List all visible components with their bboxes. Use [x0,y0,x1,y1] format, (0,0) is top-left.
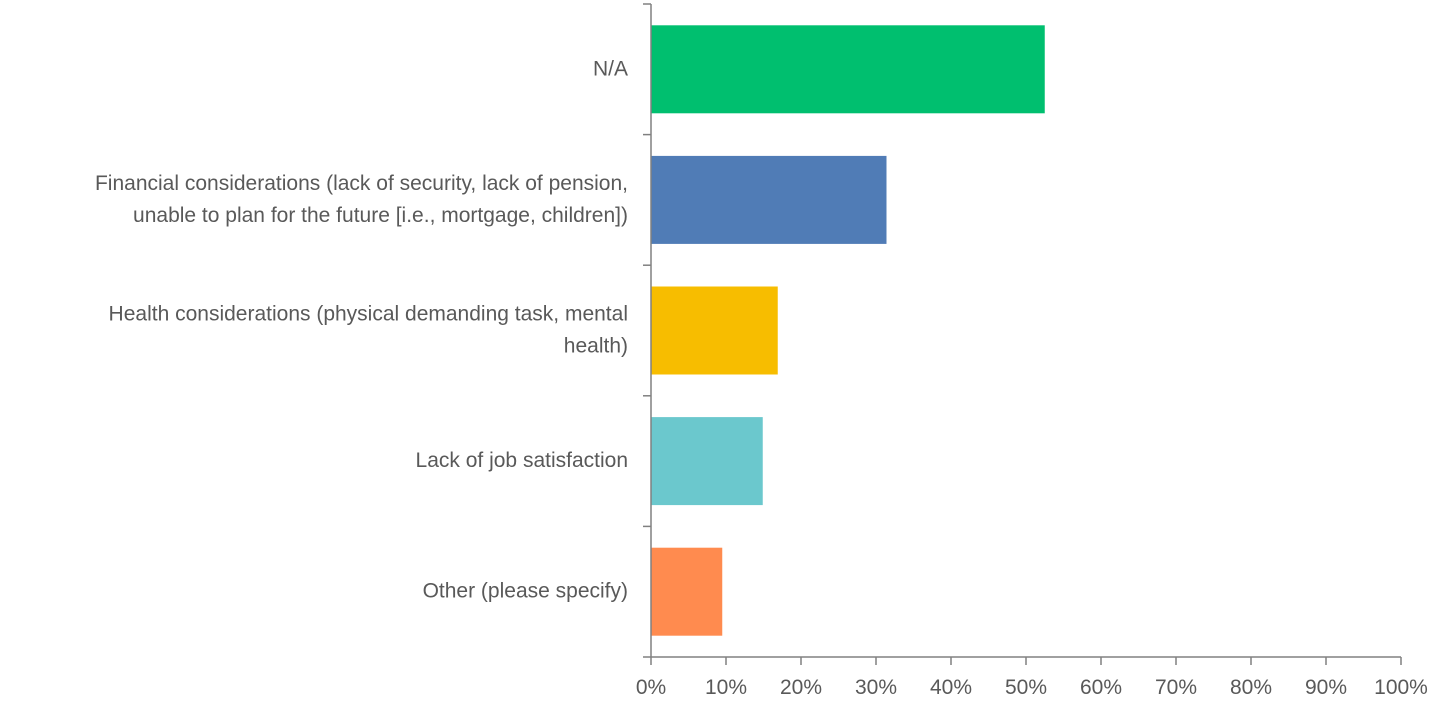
x-tick-label-20pct: 20% [780,676,822,699]
x-tick-label-60pct: 60% [1080,676,1122,699]
x-tick-label-0pct: 0% [636,676,666,699]
bar-5 [651,547,723,636]
x-tick-label-100pct: 100% [1374,676,1428,699]
bar-1 [651,25,1045,114]
category-label-3: Health considerations (physical demandin… [109,302,628,357]
x-tick-label-30pct: 30% [855,676,897,699]
bars-group [651,25,1045,636]
bar-3 [651,286,778,375]
category-label-4: Lack of job satisfaction [416,449,628,472]
x-tick-label-40pct: 40% [930,676,972,699]
category-labels-group: N/A Financial considerations (lack of sec… [95,57,628,602]
bar-2 [651,155,887,244]
x-tick-label-90pct: 90% [1305,676,1347,699]
category-label-5: Other (please specify) [423,579,628,602]
category-label-2: Financial considerations (lack of securi… [95,171,628,226]
x-tick-label-50pct: 50% [1005,676,1047,699]
x-tick-label-70pct: 70% [1155,676,1197,699]
x-tick-label-80pct: 80% [1230,676,1272,699]
category-label-1: N/A [593,57,628,80]
x-tick-labels-group: 0% 10% 20% 30% 40% 50% 60% 70% 80% 90% 100% [636,676,1428,699]
bar-4 [651,417,763,506]
x-tick-label-10pct: 10% [705,676,747,699]
axes-group [643,3,1402,665]
